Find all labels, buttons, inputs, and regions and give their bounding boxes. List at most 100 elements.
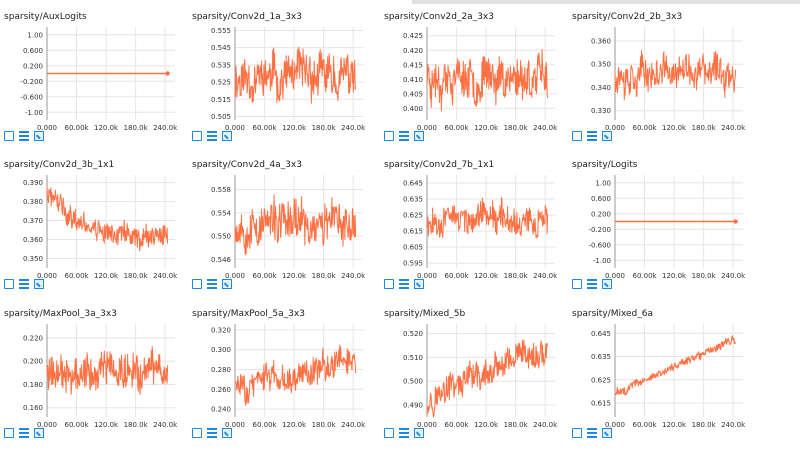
fit-domain-icon[interactable] xyxy=(414,428,424,438)
fit-domain-icon[interactable] xyxy=(222,131,232,141)
line-chart[interactable]: 0.555 0.545 0.535 0.525 0.515 0.505 0.000 60.00… xyxy=(188,22,373,134)
x-tick-label: 120.0k xyxy=(474,272,499,280)
fullscreen-icon[interactable] xyxy=(192,428,202,438)
series-line xyxy=(234,194,357,256)
x-tick-label: 180.0k xyxy=(312,124,337,132)
icon-stroke xyxy=(207,283,217,285)
x-tick-label: 120.0k xyxy=(474,124,499,132)
line-chart[interactable]: 0.645 0.635 0.625 0.615 0.000 60.00k 120.0k 180… xyxy=(568,319,753,431)
x-tick-label: 120.0k xyxy=(282,272,307,280)
data-selection-icon[interactable] xyxy=(587,131,597,141)
line-chart[interactable]: 0.425 0.420 0.415 0.410 0.405 0.400 0.000 60.00… xyxy=(380,22,565,134)
data-selection-icon[interactable] xyxy=(207,279,217,289)
fit-domain-icon[interactable] xyxy=(34,279,44,289)
fullscreen-icon[interactable] xyxy=(572,428,582,438)
x-tick-label: 60.00k xyxy=(252,124,277,132)
x-tick-label: 0.000 xyxy=(37,124,57,132)
data-selection-icon[interactable] xyxy=(399,428,409,438)
x-tick-label: 240.0k xyxy=(153,421,178,429)
icon-stroke xyxy=(207,432,217,434)
fit-domain-icon[interactable] xyxy=(414,131,424,141)
fit-domain-icon[interactable] xyxy=(602,279,612,289)
data-selection-icon[interactable] xyxy=(587,428,597,438)
data-selection-icon[interactable] xyxy=(207,131,217,141)
fit-domain-icon[interactable] xyxy=(222,428,232,438)
line-chart[interactable]: 0.360 0.350 0.340 0.330 0.000 60.00k 120.0k 180… xyxy=(568,22,753,134)
chart-card: sparsity/Logits 1.00 0.600 0.200 -0.200 -0.60… xyxy=(568,148,758,301)
data-selection-icon[interactable] xyxy=(399,131,409,141)
data-selection-icon[interactable] xyxy=(19,131,29,141)
icon-stroke xyxy=(19,428,29,430)
series-line xyxy=(234,344,357,406)
x-tick-label: 60.00k xyxy=(64,124,89,132)
data-selection-icon[interactable] xyxy=(19,428,29,438)
fullscreen-icon[interactable] xyxy=(192,279,202,289)
line-chart[interactable]: 0.320 0.300 0.280 0.260 0.240 0.000 60.00k 120.… xyxy=(188,319,373,431)
line-chart[interactable]: 1.00 0.600 0.200 -0.200 -0.600 -1.00 0.000 60.0… xyxy=(0,22,185,134)
icon-stroke xyxy=(19,135,29,137)
data-selection-icon[interactable] xyxy=(207,428,217,438)
fullscreen-icon[interactable] xyxy=(572,279,582,289)
chart-title: sparsity/Mixed_5b xyxy=(384,309,466,319)
x-tick-label: 60.00k xyxy=(252,421,277,429)
chart-title: sparsity/Conv2d_7b_1x1 xyxy=(384,160,495,170)
chart-card: sparsity/Mixed_5b 0.520 0.510 0.500 0.490 0.0… xyxy=(380,297,570,450)
data-selection-icon[interactable] xyxy=(399,279,409,289)
line-chart[interactable]: 1.00 0.600 0.200 -0.200 -0.600 -1.00 0.000 60.0… xyxy=(568,170,753,282)
chart-title: sparsity/Conv2d_3b_1x1 xyxy=(4,160,115,170)
fit-domain-icon[interactable] xyxy=(602,131,612,141)
line-chart[interactable]: 0.645 0.635 0.625 0.615 0.605 0.595 0.000 60.00… xyxy=(380,170,565,282)
icon-stroke xyxy=(587,428,597,430)
fit-domain-icon[interactable] xyxy=(602,428,612,438)
x-tick-label: 0.000 xyxy=(605,421,625,429)
x-tick-label: 60.00k xyxy=(252,272,277,280)
y-tick-label: 0.360 xyxy=(591,37,611,45)
fullscreen-icon[interactable] xyxy=(572,131,582,141)
y-tick-label: 0.320 xyxy=(211,326,231,334)
icon-stroke xyxy=(207,279,217,281)
top-scrollbar[interactable] xyxy=(412,0,800,4)
x-tick-label: 180.0k xyxy=(692,272,717,280)
x-tick-label: 240.0k xyxy=(153,272,178,280)
data-selection-icon[interactable] xyxy=(587,279,597,289)
x-tick-label: 120.0k xyxy=(662,421,687,429)
fullscreen-icon[interactable] xyxy=(4,428,14,438)
line-chart[interactable]: 0.558 0.554 0.550 0.546 0.000 60.00k 120.0k 180… xyxy=(188,170,373,282)
chart-title: sparsity/Logits xyxy=(572,160,638,170)
x-tick-label: 120.0k xyxy=(94,421,119,429)
icon-stroke xyxy=(587,436,597,438)
line-chart[interactable]: 0.220 0.200 0.180 0.160 0.000 60.00k 120.0k 180… xyxy=(0,319,185,431)
y-tick-label: 0.555 xyxy=(211,27,231,35)
fit-domain-icon[interactable] xyxy=(414,279,424,289)
chart-title: sparsity/Conv2d_2a_3x3 xyxy=(384,12,494,22)
y-tick-label: 0.635 xyxy=(591,353,611,361)
last-point-marker xyxy=(165,71,170,76)
y-tick-label: 0.605 xyxy=(403,244,423,252)
x-tick-label: 60.00k xyxy=(632,124,657,132)
fullscreen-icon[interactable] xyxy=(192,131,202,141)
data-selection-icon[interactable] xyxy=(19,279,29,289)
y-tick-label: -0.200 xyxy=(588,226,611,234)
fullscreen-icon[interactable] xyxy=(384,131,394,141)
line-chart[interactable]: 0.520 0.510 0.500 0.490 0.000 60.00k 120.0k 180… xyxy=(380,319,565,431)
y-tick-label: 0.240 xyxy=(211,406,231,414)
chart-title: sparsity/Conv2d_2b_3x3 xyxy=(572,12,683,22)
icon-stroke xyxy=(399,279,409,281)
x-tick-label: 180.0k xyxy=(124,272,149,280)
fit-domain-icon[interactable] xyxy=(34,428,44,438)
line-chart[interactable]: 0.390 0.380 0.370 0.360 0.350 0.000 60.00k 120.… xyxy=(0,170,185,282)
x-tick-label: 120.0k xyxy=(282,421,307,429)
fullscreen-icon[interactable] xyxy=(384,279,394,289)
x-tick-label: 240.0k xyxy=(533,124,558,132)
x-tick-label: 180.0k xyxy=(692,124,717,132)
fit-domain-icon[interactable] xyxy=(34,131,44,141)
series-line xyxy=(234,46,357,104)
fit-domain-icon[interactable] xyxy=(222,279,232,289)
y-tick-label: 0.200 xyxy=(591,210,611,218)
fullscreen-icon[interactable] xyxy=(4,131,14,141)
chart-title: sparsity/MaxPool_3a_3x3 xyxy=(4,309,117,319)
fullscreen-icon[interactable] xyxy=(4,279,14,289)
fullscreen-icon[interactable] xyxy=(384,428,394,438)
y-tick-label: 0.645 xyxy=(591,330,611,338)
chart-card: sparsity/Conv2d_7b_1x1 0.645 0.635 0.625 0.6… xyxy=(380,148,570,301)
